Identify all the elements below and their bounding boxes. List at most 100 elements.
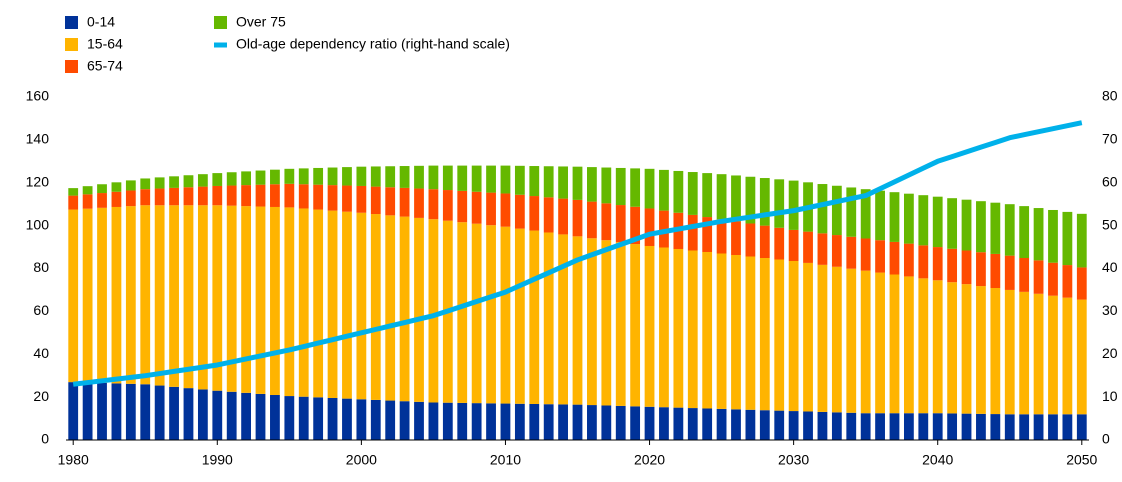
bar-segment [68,188,79,196]
bar-segment [702,251,713,409]
y2-tick-label: 50 [1102,216,1118,232]
bar-segment [486,165,496,193]
bar-segment [471,191,482,224]
bar-segment [298,168,309,185]
bar-segment [500,226,511,404]
y2-tick-label: 80 [1102,88,1118,104]
bar-segment [514,228,525,404]
bar-segment [932,196,943,248]
bar-segment [226,172,237,186]
bar-segment [270,206,280,395]
bar-segment [831,412,842,440]
bar-segment [82,382,93,440]
bar-segment [572,404,583,440]
bar-segment [327,167,338,186]
bar-segment [284,396,295,440]
legend-swatch [65,16,78,29]
bar-segment [125,206,136,384]
bar-segment [399,166,410,188]
bar-segment [860,189,871,239]
bar-segment [428,189,439,220]
x-tick-label: 1980 [58,452,89,468]
bar-segment [702,173,713,218]
y-tick-label: 40 [33,345,49,361]
bar-segment [471,223,482,404]
bar-segment [1019,257,1030,292]
bar-segment [961,413,972,440]
bar-segment [889,274,900,414]
bar-segment [514,194,525,229]
bar-segment [169,176,179,188]
bar-segment [601,240,612,406]
bar-segment [313,209,324,398]
bar-segment [342,211,352,399]
bar-segment [342,398,352,440]
y2-tick-label: 40 [1102,259,1118,275]
bar-segment [385,400,396,440]
bar-segment [385,166,396,188]
bar-segment [97,184,107,194]
bar-segment [558,404,568,440]
bar-segment [990,288,1001,415]
bar-segment [918,195,929,246]
bar-segment [68,382,79,440]
y-tick-label: 60 [33,302,49,318]
bar-segment [572,199,583,237]
bar-segment [1062,211,1073,266]
bar-segment [831,185,842,236]
bar-segment [414,401,424,440]
bar-segment [385,187,396,216]
legend-swatch [65,38,78,51]
bar-segment [976,201,986,253]
bar-segment [976,286,986,414]
bar-segment [111,191,122,207]
bar-segment [183,205,194,389]
bar-segment [601,203,612,241]
bar-segment [803,231,813,263]
y2-tick-label: 0 [1102,431,1110,447]
bar-segment [587,201,597,239]
y-tick-label: 0 [41,431,49,447]
bar-segment [572,236,583,405]
bar-segment [486,192,496,226]
bar-segment [947,282,958,414]
bar-segment [889,413,900,440]
bar-segment [140,384,151,440]
bar-segment [716,219,727,254]
x-tick-label: 1990 [202,452,233,468]
bar-segment [255,393,266,440]
bar-segment [68,195,79,210]
bar-segment [702,217,713,252]
bar-segment [111,182,122,192]
bar-segment [1033,293,1044,415]
bar-segment [1076,299,1087,415]
bar-segment [428,219,439,403]
bar-segment [140,189,151,206]
bar-segment [514,165,525,195]
bar-segment [630,206,641,245]
bar-segment [903,243,914,277]
bar-segment [111,206,122,384]
bar-segment [1062,297,1073,415]
bar-segment [659,210,669,248]
bar-segment [731,409,741,440]
bar-segment [270,184,280,207]
bar-segment [111,383,122,440]
bar-segment [630,168,641,207]
bar-segment [543,166,554,198]
bar-segment [803,411,813,440]
bar-segment [1019,414,1030,440]
bar-segment [140,178,151,190]
bar-segment [615,167,626,206]
bar-segment [947,198,958,249]
bar-segment [1033,260,1044,294]
y-tick-label: 160 [26,88,50,104]
legend-swatch [65,60,78,73]
bar-segment [197,389,208,440]
bar-segment [428,402,439,440]
bar-segment [716,253,727,409]
bar-segment [226,185,237,206]
bar-segment [212,173,223,186]
bar-segment [1076,213,1087,268]
